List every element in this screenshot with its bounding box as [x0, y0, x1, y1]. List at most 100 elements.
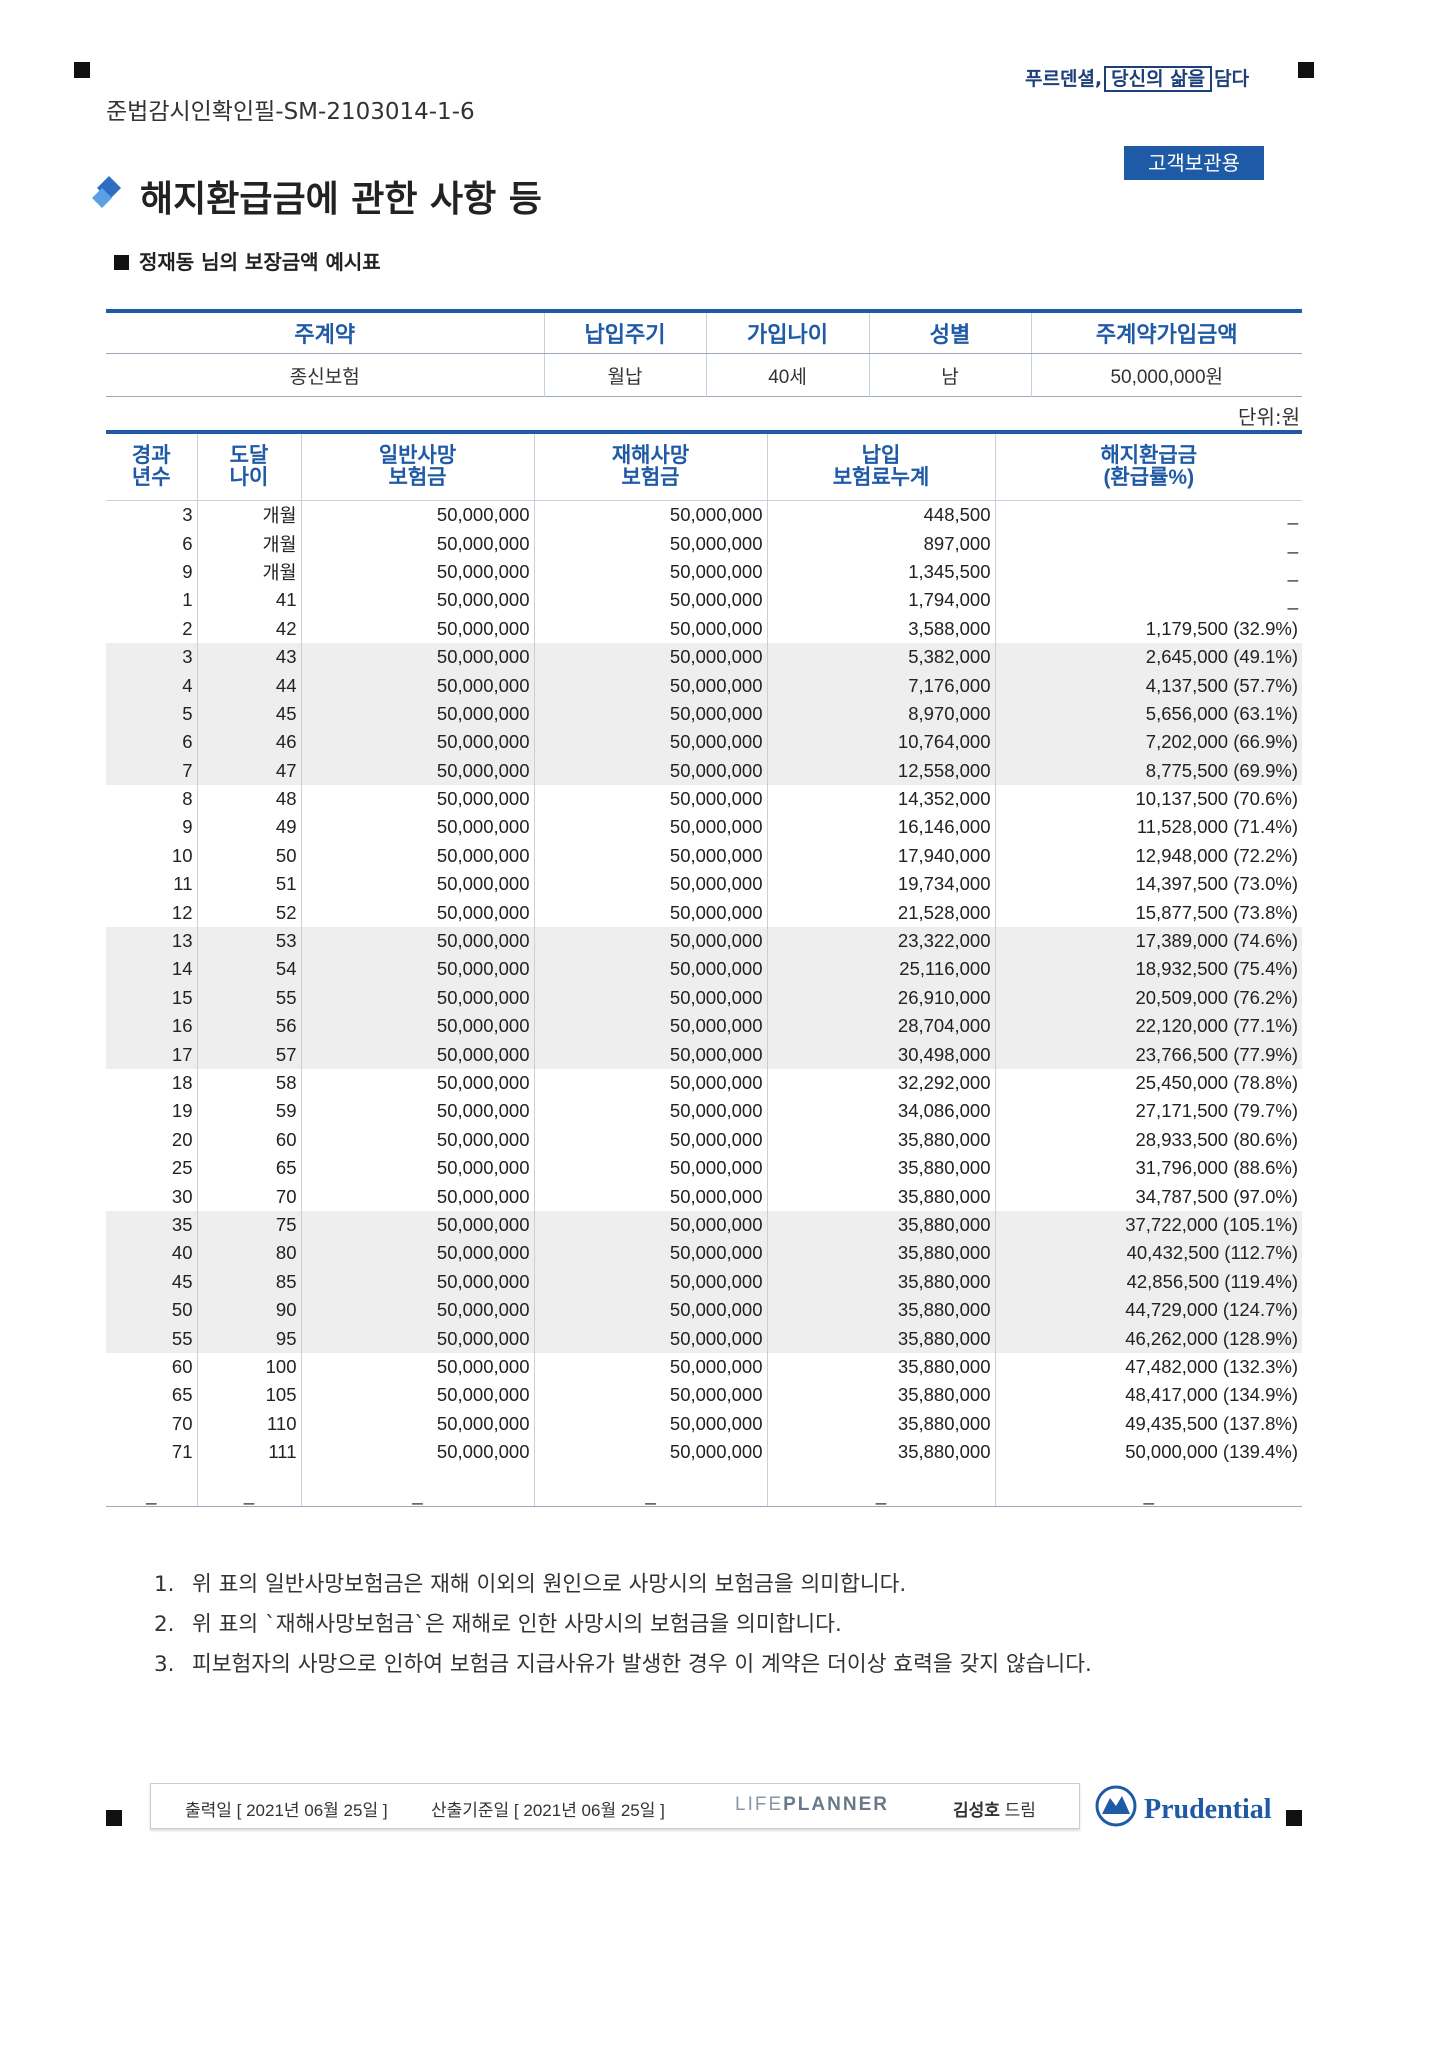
- table-cell: 50,000,000: [533, 784, 767, 814]
- contract-header-cell: 가입나이: [705, 311, 869, 354]
- table-cell: 25,116,000: [766, 955, 995, 984]
- table-cell: 50,000,000: [533, 1239, 767, 1268]
- table-row: 50 90 50,000,000 50,000,000 35,880,000 44,729…: [106, 1295, 1302, 1325]
- table-cell: 12,558,000: [766, 756, 995, 785]
- table-cell: 70: [171, 1412, 193, 1434]
- table-cell: 41: [196, 586, 301, 615]
- table-row: 25 65 50,000,000 50,000,000 35,880,000 31,796…: [106, 1153, 1302, 1183]
- table-cell: 40,432,500 (112.7%): [994, 1239, 1302, 1268]
- table-cell: 50,000,000: [300, 1210, 534, 1240]
- table-cell: 50: [106, 1295, 197, 1325]
- table-cell: 897,000: [766, 529, 995, 558]
- table-cell: 50,000,000: [533, 642, 767, 672]
- corner-mark-bottom-left: [106, 1810, 122, 1826]
- table-cell: 4,137,500 (57.7%): [994, 671, 1302, 700]
- table-cell: _: [106, 1466, 197, 1508]
- column-header-line: 재해사망: [611, 444, 690, 467]
- table-body: 3 개월 50,000,000 50,000,000 448,500 _ 6 개월 50,000…: [106, 500, 1302, 1508]
- table-row: 9 49 50,000,000 50,000,000 16,146,000 11,528,…: [106, 813, 1302, 842]
- table-cell: 32,292,000: [766, 1068, 995, 1098]
- table-cell: _: [300, 1466, 534, 1508]
- table-cell: 54: [196, 955, 301, 984]
- table-cell: 35: [106, 1210, 197, 1240]
- print-date: 출력일 [ 2021년 06월 25일 ]: [185, 1801, 388, 1820]
- table-cell: _: [533, 1466, 767, 1508]
- table-cell: 71: [171, 1441, 193, 1463]
- table-row: 4 44 50,000,000 50,000,000 7,176,000 4,137,50…: [106, 671, 1302, 700]
- table-cell: 50,000,000: [533, 1267, 767, 1296]
- table-cell: 25: [171, 1157, 193, 1179]
- table-cell: 50,000,000: [533, 1324, 767, 1353]
- table-cell: 60: [171, 1355, 193, 1377]
- table-row: 7 47 50,000,000 50,000,000 12,558,000 8,775,5…: [106, 756, 1302, 785]
- column-header-line: 경과: [131, 444, 171, 467]
- table-cell: 50,000,000: [300, 898, 534, 927]
- contract-header-cell: 주계약가입금액: [1030, 311, 1302, 354]
- table-cell: 20,509,000 (76.2%): [994, 983, 1302, 1013]
- table-cell: 26,910,000: [766, 983, 995, 1013]
- table-cell: 50,000,000: [300, 642, 534, 672]
- table-cell: 17: [106, 1040, 197, 1069]
- table-cell: 5,656,000 (63.1%): [994, 699, 1302, 729]
- table-row: 55 95 50,000,000 50,000,000 35,880,000 46,262…: [106, 1324, 1302, 1353]
- table-cell: 35,880,000: [766, 1267, 995, 1296]
- table-cell: 50,000,000: [300, 1381, 534, 1410]
- table-cell: 52: [196, 898, 301, 927]
- table-cell: 50,000,000: [300, 1437, 534, 1467]
- table-cell: 75: [196, 1210, 301, 1240]
- table-cell: 50,000,000: [533, 955, 767, 984]
- table-cell: 12: [171, 901, 193, 923]
- column-header: 경과 년수: [106, 432, 197, 501]
- table-cell: 35,880,000: [766, 1125, 995, 1154]
- table-cell: _: [994, 557, 1302, 587]
- table-cell: 65: [196, 1153, 301, 1183]
- table-cell: 50,000,000: [300, 1012, 534, 1041]
- table-cell: 17,389,000 (74.6%): [994, 926, 1302, 956]
- table-cell: 50,000,000: [300, 1068, 534, 1098]
- column-header-line: 도달: [229, 444, 269, 467]
- table-cell: 48,417,000 (134.9%): [994, 1381, 1302, 1410]
- table-row: 3 43 50,000,000 50,000,000 5,382,000 2,645,00…: [106, 642, 1302, 672]
- table-cell: 35,880,000: [766, 1239, 995, 1268]
- table-cell: 50,000,000: [533, 1040, 767, 1069]
- table-cell: 46,262,000 (128.9%): [994, 1324, 1302, 1353]
- table-cell: 42,856,500 (119.4%): [994, 1267, 1302, 1296]
- table-cell: 8: [182, 788, 193, 810]
- column-header-line: 보험금: [621, 466, 680, 489]
- table-cell: 48: [196, 784, 301, 814]
- table-cell: 50,000,000: [533, 1068, 767, 1098]
- table-cell: 15,877,500 (73.8%): [994, 898, 1302, 927]
- benefit-illustration-table: 경과 년수 도달 나이 일반사망 보험금 재해사망 보험금 납입 보험료누계 해지환급금 (환급률%)…: [106, 430, 1302, 1508]
- calc-base-date: 산출기준일 [ 2021년 06월 25일 ]: [431, 1801, 665, 1820]
- table-cell: 50,000,000: [533, 926, 767, 956]
- table-cell: 46: [196, 728, 301, 757]
- table-cell: 50,000,000: [533, 1437, 767, 1467]
- prudential-rock-logo-icon: [1095, 1785, 1137, 1827]
- table-cell: 110: [196, 1409, 301, 1438]
- table-cell: 50,000,000: [533, 671, 767, 700]
- footnotes: 1. 위 표의 일반사망보험금은 재해 이외의 원인으로 사망시의 보험금을 의미…: [154, 1567, 1092, 1687]
- footer-info-bar: 출력일 [ 2021년 06월 25일 ] 산출기준일 [ 2021년 06월 …: [150, 1783, 1080, 1829]
- table-row: 11 51 50,000,000 50,000,000 19,734,000 14,397…: [106, 870, 1302, 899]
- table-cell: 7,176,000: [766, 671, 995, 700]
- table-cell: 8,970,000: [766, 699, 995, 729]
- table-cell: 35,880,000: [766, 1324, 995, 1353]
- table-cell: 448,500: [766, 500, 995, 530]
- table-row: 2 42 50,000,000 50,000,000 3,588,000 1,179,50…: [106, 614, 1302, 643]
- table-cell: 50,000,000: [533, 1125, 767, 1154]
- table-cell: 50,000,000: [533, 529, 767, 558]
- contract-value-row: 종신보험 월납 40세 남 50,000,000원: [106, 353, 1302, 397]
- table-cell: 50,000,000: [533, 1352, 767, 1382]
- approval-code: 준법감시인확인필-SM-2103014-1-6: [106, 99, 475, 125]
- table-cell: _: [994, 500, 1302, 530]
- table-cell: 47: [196, 756, 301, 785]
- square-bullet-icon: [114, 255, 129, 270]
- table-cell: 50,000,000: [300, 1153, 534, 1183]
- table-cell: 50,000,000: [533, 1409, 767, 1438]
- table-cell: 16,146,000: [766, 813, 995, 842]
- table-cell: 30,498,000: [766, 1040, 995, 1069]
- table-row: 70 110 50,000,000 50,000,000 35,880,000 49,43…: [106, 1409, 1302, 1438]
- table-cell: 35,880,000: [766, 1210, 995, 1240]
- agent-name: 김성호: [953, 1801, 1000, 1820]
- footnote-item: 2. 위 표의 `재해사망보험금`은 재해로 인한 사망시의 보험금을 의미합니다…: [154, 1607, 1092, 1647]
